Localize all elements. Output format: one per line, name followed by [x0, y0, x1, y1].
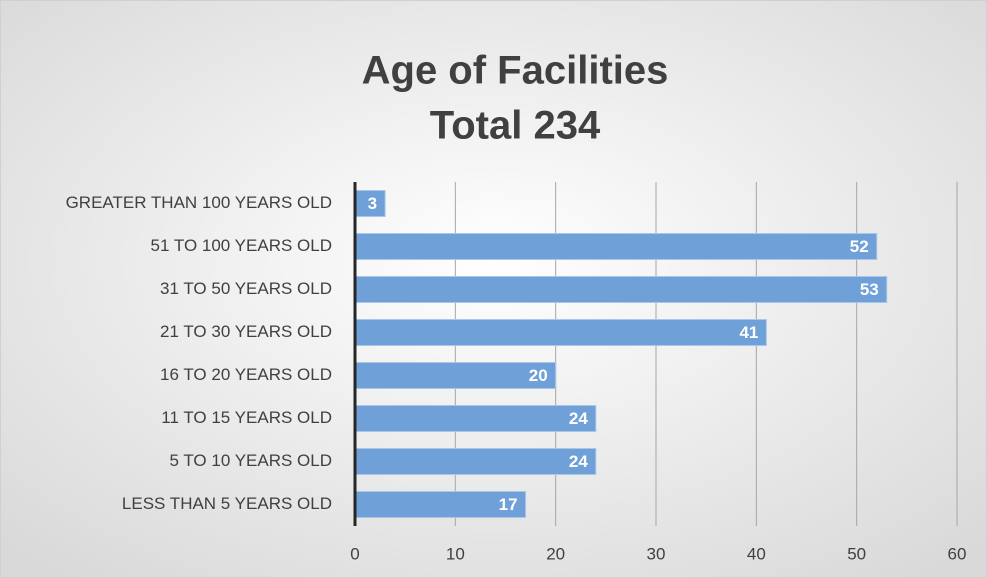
- bar: [354, 190, 386, 217]
- data-label: 24: [569, 409, 588, 428]
- data-label: 24: [569, 452, 588, 471]
- y-tick-label: 31 TO 50 YEARS OLD: [160, 279, 332, 298]
- y-tick-label: 11 TO 15 YEARS OLD: [161, 408, 332, 427]
- bar: [354, 319, 767, 346]
- x-tick-label: 20: [546, 544, 565, 563]
- data-label: 41: [739, 323, 758, 342]
- data-label: 3: [368, 194, 377, 213]
- y-tick-label: 5 TO 10 YEARS OLD: [169, 451, 332, 470]
- bar: [354, 491, 527, 518]
- y-tick-label: 16 TO 20 YEARS OLD: [160, 365, 332, 384]
- x-tick-label: 0: [350, 544, 359, 563]
- x-tick-label: 50: [847, 544, 866, 563]
- chart-subtitle: Total 234: [430, 104, 601, 148]
- data-label: 53: [860, 280, 879, 299]
- x-tick-label: 60: [948, 544, 967, 563]
- bar: [354, 405, 597, 432]
- bar: [354, 448, 597, 475]
- chart-title: Age of Facilities: [362, 49, 669, 93]
- y-tick-label: 51 TO 100 YEARS OLD: [151, 236, 332, 255]
- bar: [354, 362, 557, 389]
- x-tick-label: 40: [747, 544, 766, 563]
- x-tick-label: 10: [446, 544, 465, 563]
- x-tick-label: 30: [647, 544, 666, 563]
- y-tick-label: GREATER THAN 100 YEARS OLD: [66, 193, 332, 212]
- bar: [354, 276, 888, 303]
- data-label: 52: [850, 237, 869, 256]
- data-label: 20: [529, 366, 548, 385]
- y-tick-label: 21 TO 30 YEARS OLD: [160, 322, 332, 341]
- y-tick-label: LESS THAN 5 YEARS OLD: [122, 494, 332, 513]
- data-label: 17: [499, 495, 518, 514]
- bar: [354, 233, 878, 260]
